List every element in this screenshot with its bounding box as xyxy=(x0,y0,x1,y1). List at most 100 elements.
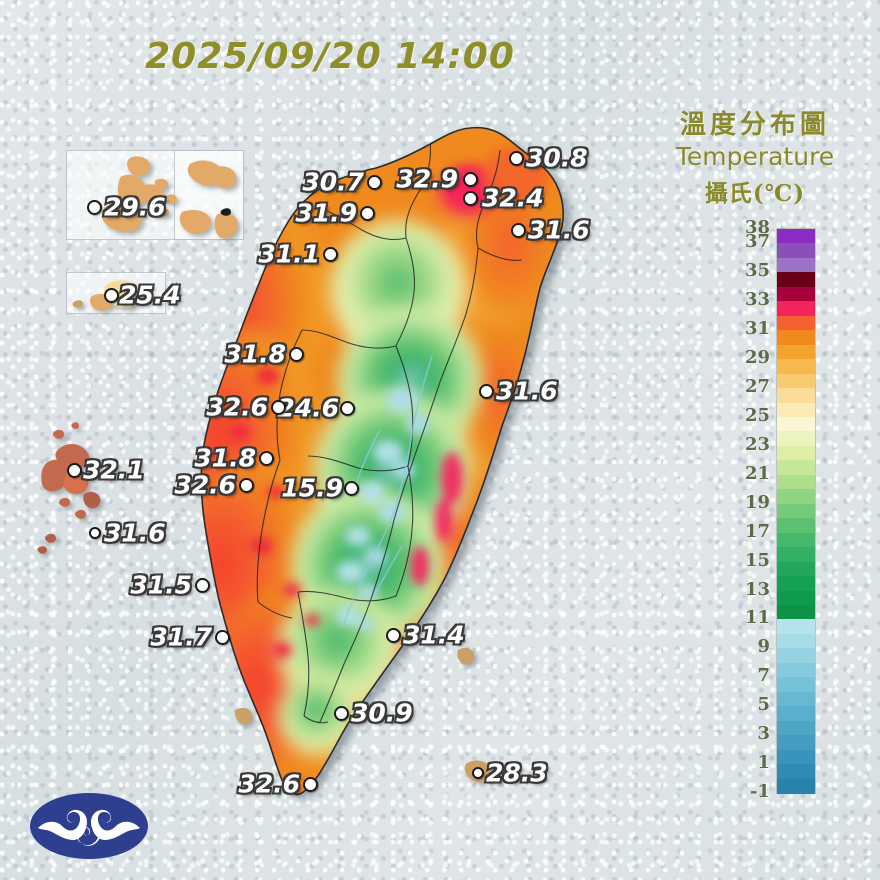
color-scale-tick: -1 xyxy=(750,781,770,802)
color-scale-tick: 33 xyxy=(744,289,770,311)
color-band xyxy=(777,561,815,577)
color-scale-tick: 35 xyxy=(744,260,770,282)
color-band xyxy=(777,315,815,331)
station-value-label: 32.1 xyxy=(81,455,147,485)
color-band xyxy=(777,518,815,534)
station-marker[interactable] xyxy=(89,527,101,539)
color-band xyxy=(777,330,815,346)
color-band xyxy=(777,691,815,707)
color-scale-tick: 13 xyxy=(744,578,770,600)
color-band xyxy=(777,677,815,693)
station-value-label: 30.9 xyxy=(349,698,415,728)
legend-title-chinese: 溫度分布圖 xyxy=(679,110,830,140)
station-value-label: 31.5 xyxy=(128,570,194,600)
color-band xyxy=(777,576,815,592)
color-band xyxy=(777,633,815,649)
color-band xyxy=(777,445,815,461)
station-marker[interactable] xyxy=(86,199,102,215)
color-scale-tick: 11 xyxy=(744,607,770,629)
map-canvas[interactable] xyxy=(0,0,660,880)
color-scale-tick: 23 xyxy=(744,433,770,455)
station-marker[interactable] xyxy=(508,150,524,166)
color-band xyxy=(777,229,815,245)
station-marker[interactable] xyxy=(288,346,304,362)
legend-title-english: Temperature xyxy=(675,142,835,171)
station-value-label: 30.8 xyxy=(524,143,590,173)
station-marker[interactable] xyxy=(462,171,478,187)
color-band xyxy=(777,749,815,765)
station-value-label: 31.8 xyxy=(192,443,258,473)
station-marker[interactable] xyxy=(510,222,526,238)
color-band xyxy=(777,243,815,259)
station-marker[interactable] xyxy=(194,577,210,593)
station-marker[interactable] xyxy=(333,705,349,721)
color-band xyxy=(777,590,815,606)
color-band xyxy=(777,706,815,722)
color-band xyxy=(777,301,815,317)
county-boundaries xyxy=(256,139,523,724)
color-scale: 38 37 35 33 31 29 27 25 23 21 19 17 15 13 11 9 7 5 3 1 -1 xyxy=(730,219,830,801)
station-marker[interactable] xyxy=(302,776,318,792)
color-scale-tick: 17 xyxy=(744,520,770,542)
color-scale-tick: 19 xyxy=(744,491,770,513)
cwa-logo-icon xyxy=(30,793,148,859)
color-band xyxy=(777,778,815,794)
station-marker[interactable] xyxy=(214,629,230,645)
station-value-label: 29.6 xyxy=(102,192,168,222)
color-scale-tick: 9 xyxy=(757,636,770,658)
color-band xyxy=(777,460,815,476)
color-band xyxy=(777,735,815,751)
station-value-label: 24.6 xyxy=(275,393,341,423)
station-marker[interactable] xyxy=(103,287,119,303)
station-marker[interactable] xyxy=(462,190,478,206)
station-marker[interactable] xyxy=(366,174,382,190)
station-marker[interactable] xyxy=(322,246,338,262)
color-band xyxy=(777,764,815,780)
station-marker[interactable] xyxy=(270,399,286,415)
color-scale-tick: 1 xyxy=(757,752,770,774)
station-value-label: 28.3 xyxy=(484,758,550,788)
station-marker[interactable] xyxy=(385,627,401,643)
color-band xyxy=(777,503,815,519)
station-marker[interactable] xyxy=(478,383,494,399)
station-value-label: 31.4 xyxy=(401,620,467,650)
color-band xyxy=(777,474,815,490)
station-marker[interactable] xyxy=(343,480,359,496)
coastline xyxy=(200,126,564,796)
station-value-label: 31.9 xyxy=(293,198,359,228)
station-value-label: 31.7 xyxy=(148,622,214,652)
station-value-label: 30.7 xyxy=(300,167,366,197)
station-marker[interactable] xyxy=(238,477,254,493)
cwa-logo[interactable] xyxy=(28,790,150,862)
station-value-label: 32.6 xyxy=(236,769,302,799)
color-band xyxy=(777,272,815,288)
color-scale-tick: 27 xyxy=(744,376,770,398)
station-value-label: 15.9 xyxy=(279,473,345,503)
station-value-label: 25.4 xyxy=(117,280,183,310)
color-band xyxy=(777,257,815,273)
color-scale-tick: 7 xyxy=(757,665,770,687)
color-band xyxy=(777,619,815,635)
color-scale-tick: 15 xyxy=(744,549,770,571)
station-marker[interactable] xyxy=(359,205,375,221)
station-value-label: 31.6 xyxy=(526,215,592,245)
station-marker[interactable] xyxy=(258,450,274,466)
page-title: 2025/09/20 14:00 xyxy=(145,36,515,77)
station-marker[interactable] xyxy=(339,400,355,416)
color-band xyxy=(777,388,815,404)
color-scale-tick: 3 xyxy=(757,723,770,745)
station-marker[interactable] xyxy=(66,462,82,478)
color-band xyxy=(777,417,815,433)
color-band xyxy=(777,489,815,505)
color-band xyxy=(777,344,815,360)
legend-header: 溫度分布圖 Temperature 攝氏(℃) xyxy=(636,104,874,208)
legend-unit-label: 攝氏(℃) xyxy=(704,180,806,207)
color-band xyxy=(777,532,815,548)
color-scale-tick: 31 xyxy=(744,318,770,340)
inset-kinmen xyxy=(174,150,244,240)
color-band xyxy=(777,662,815,678)
color-scale-tick: 21 xyxy=(744,462,770,484)
station-marker[interactable] xyxy=(472,767,484,779)
river-lines xyxy=(343,355,433,625)
